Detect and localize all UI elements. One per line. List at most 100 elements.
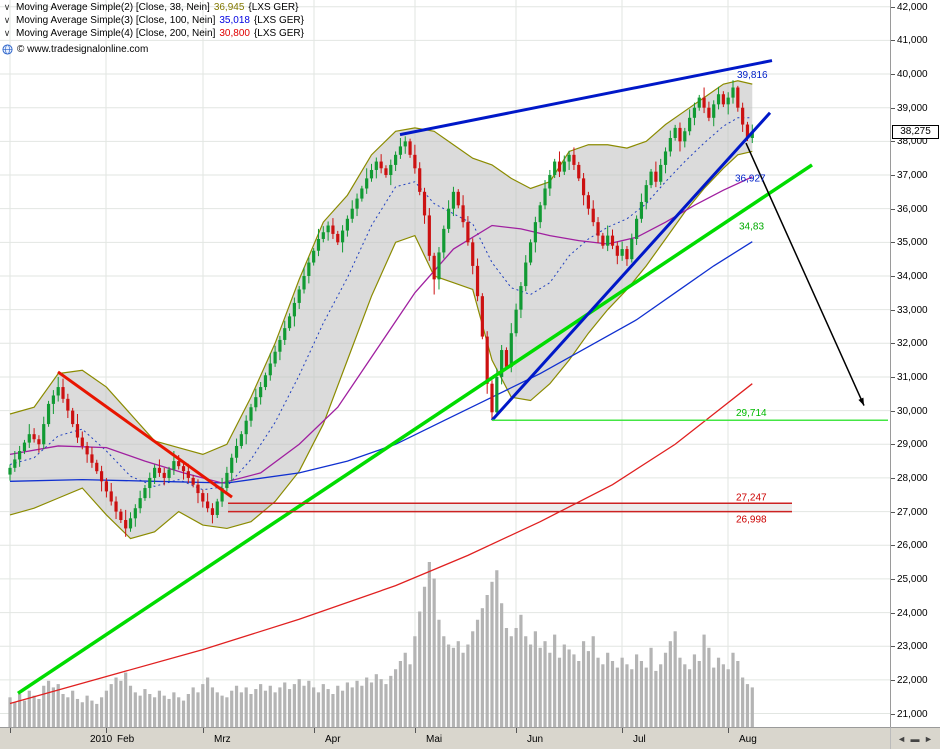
candle-body	[287, 316, 292, 329]
price-axis-tick	[891, 612, 895, 614]
candle-body	[316, 238, 321, 251]
ma200-line[interactable]	[9, 383, 753, 705]
volume-bar	[688, 669, 692, 727]
axis-corner-controls[interactable]: ◄ ▬ ►	[890, 727, 940, 749]
candle-body	[702, 97, 706, 108]
downtrend-line[interactable]	[57, 370, 233, 499]
volume-bar	[263, 690, 268, 727]
time-axis-label: Mai	[426, 734, 443, 745]
candle-body	[654, 171, 658, 182]
candle-body	[191, 477, 195, 485]
candle-body	[307, 262, 311, 276]
candle-body	[500, 350, 504, 377]
candle-body	[162, 472, 166, 478]
price-axis-tick	[891, 646, 895, 648]
price-axis-tick	[891, 343, 895, 345]
resistance-trendline[interactable]	[399, 59, 773, 137]
time-axis-tick	[622, 728, 623, 733]
chevron-down-icon: ∨	[3, 2, 11, 12]
volume-bar	[750, 687, 754, 727]
candle-body	[283, 328, 287, 340]
candle-body	[345, 218, 349, 231]
price-axis-label: 30,000	[897, 405, 928, 417]
candle-body	[32, 434, 36, 440]
price-axis-tick	[891, 175, 895, 177]
price-axis-label: 21,000	[897, 708, 928, 720]
time-axis-tick	[415, 728, 416, 733]
volume-bar	[369, 682, 374, 727]
indicator-label: Moving Average Simple(2) [Close, 38, Nei…	[16, 2, 210, 13]
volume-bar	[225, 697, 229, 727]
candle-body	[668, 137, 672, 152]
price-axis-label: 41,000	[897, 35, 928, 47]
price-axis-label: 34,000	[897, 270, 928, 282]
volume-bar	[683, 664, 687, 727]
volume-bar	[32, 695, 36, 727]
time-axis[interactable]: 2010 Feb Mrz Apr Mai Jun Jul Aug	[0, 727, 890, 749]
price-axis-tick	[891, 477, 895, 479]
indicator-symbol: {LXS GER}	[248, 2, 299, 13]
volume-bar	[307, 680, 311, 727]
price-axis-label: 32,000	[897, 338, 928, 350]
volume-bar	[114, 677, 118, 727]
volume-bar	[56, 684, 60, 727]
indicator-value: 35,018	[219, 15, 250, 26]
volume-bar	[615, 667, 619, 727]
price-axis-label: 37,000	[897, 170, 928, 182]
price-chart-canvas[interactable]: 39,816 36,927 34,83 29,714 27,247 26,998	[0, 0, 890, 727]
volume-bar	[731, 652, 735, 727]
price-annotation: 36,927	[735, 173, 766, 184]
major-uptrend-line[interactable]	[17, 163, 813, 695]
volume-bar	[85, 695, 89, 727]
candle-body	[398, 146, 403, 155]
volume-bar	[119, 680, 123, 727]
candle-body	[442, 228, 446, 253]
ma100-line[interactable]	[9, 241, 753, 484]
candle-body	[480, 296, 484, 337]
volume-bar	[384, 684, 388, 727]
candle-body	[683, 131, 687, 142]
candle-body	[659, 164, 663, 182]
candle-body	[543, 188, 547, 206]
bollinger-lower-line	[9, 150, 753, 540]
candle-body	[688, 117, 692, 132]
volume-bar	[8, 697, 12, 727]
candle-body	[692, 107, 697, 118]
candle-body	[278, 339, 282, 352]
indicator-legend-row-ma200[interactable]: ∨ Moving Average Simple(4) [Close, 200, …	[2, 27, 304, 40]
volume-bar	[42, 685, 46, 727]
price-axis-tick	[891, 376, 895, 378]
candle-body	[259, 387, 263, 398]
indicator-legend-row-ma38[interactable]: ∨ Moving Average Simple(2) [Close, 38, N…	[2, 1, 304, 14]
volume-bar	[162, 695, 166, 727]
time-axis-label: Aug	[739, 734, 757, 745]
volume-bar	[75, 698, 80, 727]
candle-body	[210, 508, 215, 515]
volume-bar	[413, 636, 417, 727]
candle-body	[630, 238, 634, 260]
volume-bar	[668, 641, 672, 727]
candle-body	[466, 222, 470, 243]
candle-body	[143, 488, 147, 499]
candle-body	[639, 201, 644, 219]
price-axis[interactable]: 38,275 42,000 41,000 40,000 39,000 38,000 37,…	[890, 0, 940, 727]
volume-bar	[230, 690, 234, 727]
price-axis-label: 38,000	[897, 136, 928, 148]
volume-bar	[18, 694, 22, 727]
candle-body	[22, 442, 27, 452]
price-annotation: 26,998	[736, 515, 767, 526]
candle-body	[321, 232, 325, 239]
volume-bar	[707, 647, 711, 727]
price-chart[interactable]: 39,816 36,927 34,83 29,714 27,247 26,998 ∨ Mo…	[0, 0, 890, 727]
volume-bar	[538, 647, 542, 727]
time-axis-tick	[203, 728, 204, 733]
indicator-legend-row-ma100[interactable]: ∨ Moving Average Simple(3) [Close, 100, …	[2, 14, 304, 27]
projection-arrow[interactable]	[745, 142, 865, 406]
volume-bar	[80, 702, 84, 727]
ascending-support-trendline[interactable]	[490, 111, 772, 422]
volume-bar	[133, 692, 137, 727]
candle-body	[644, 185, 648, 202]
candle-body	[196, 484, 200, 494]
candle-body	[153, 467, 157, 478]
